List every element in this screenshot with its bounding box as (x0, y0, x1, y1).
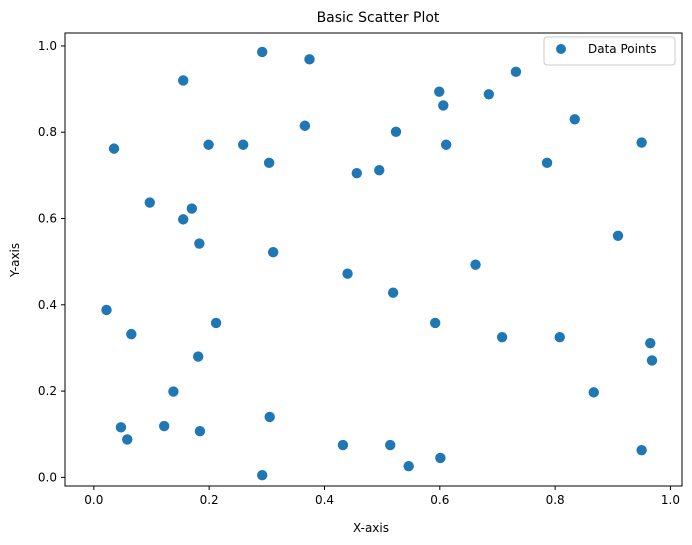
data-point (144, 197, 155, 208)
data-point (194, 426, 206, 437)
data-point (554, 331, 565, 343)
data-point (257, 470, 268, 481)
data-point (588, 387, 599, 398)
data-point (483, 89, 495, 100)
data-point (257, 46, 268, 58)
y-axis-ticks: 0.0 0.2 0.4 0.6 0.8 1.0 (38, 39, 65, 484)
data-point (636, 137, 647, 148)
data-point (430, 317, 441, 329)
data-point (541, 157, 553, 169)
data-point (636, 444, 647, 456)
x-tick-label: 0.2 (200, 493, 219, 507)
x-tick-label: 0.8 (546, 493, 565, 507)
data-point (101, 304, 112, 316)
legend-box (543, 36, 676, 66)
data-point (440, 139, 452, 150)
data-point (496, 331, 508, 343)
x-tick-label: 0.6 (430, 493, 449, 507)
data-point (434, 86, 445, 97)
y-tick-label: 0.4 (38, 298, 57, 312)
x-tick-label: 1.0 (661, 493, 680, 507)
legend-marker (556, 44, 566, 54)
data-point (645, 337, 656, 349)
y-tick-label: 0.8 (38, 125, 57, 139)
data-point (267, 246, 279, 258)
data-point (237, 139, 249, 150)
data-point (510, 66, 522, 78)
data-point (126, 328, 137, 340)
data-point (168, 386, 179, 397)
data-point (186, 203, 198, 214)
data-point (435, 452, 446, 464)
data-point (158, 420, 170, 432)
y-tick-label: 0.2 (38, 384, 57, 398)
data-point (403, 460, 414, 472)
data-point (210, 317, 222, 329)
data-points (101, 46, 658, 481)
data-point (342, 268, 353, 279)
data-point (438, 100, 449, 111)
data-point (108, 143, 120, 154)
data-point (470, 259, 481, 270)
data-point (646, 355, 658, 366)
y-tick-label: 1.0 (38, 39, 57, 53)
data-point (203, 139, 214, 150)
data-point (337, 439, 349, 451)
legend-label: Data Points (588, 42, 657, 56)
x-axis-ticks: 0.0 0.2 0.4 0.6 0.8 1.0 (84, 486, 680, 507)
data-point (193, 351, 204, 362)
x-tick-label: 0.0 (84, 493, 103, 507)
data-point (194, 238, 205, 249)
data-point (387, 287, 399, 298)
data-point (122, 434, 133, 445)
data-point (374, 164, 385, 176)
data-point (351, 168, 362, 179)
x-axis-label: X-axis (353, 521, 389, 535)
data-point (304, 54, 315, 65)
chart-title: Basic Scatter Plot (317, 10, 440, 26)
data-point (263, 157, 275, 169)
legend: Data Points (543, 36, 676, 66)
x-tick-label: 0.4 (315, 493, 334, 507)
data-point (390, 126, 402, 137)
data-point (299, 120, 311, 131)
y-tick-label: 0.6 (38, 212, 57, 226)
y-tick-label: 0.0 (38, 470, 57, 484)
data-point (178, 75, 189, 86)
data-point (569, 114, 580, 125)
plot-frame (64, 32, 683, 487)
y-axis-label: Y-axis (8, 243, 22, 278)
data-point (385, 439, 396, 451)
data-point (264, 411, 275, 423)
data-point (115, 422, 127, 433)
data-point (178, 214, 189, 225)
data-point (612, 230, 624, 241)
